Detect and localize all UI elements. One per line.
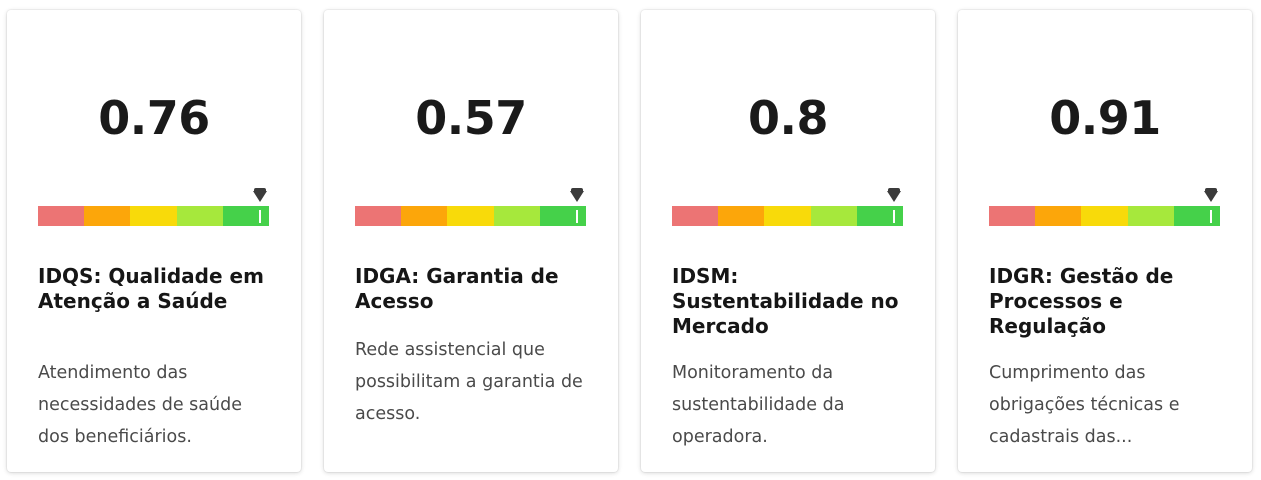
gauge-segment-yellow: [447, 206, 494, 226]
gauge-tick-marker: [893, 210, 895, 223]
gauge-segment-orange: [401, 206, 448, 226]
gauge-bar: [355, 206, 587, 226]
gauge-segment-orange: [1035, 206, 1082, 226]
indicator-card-idsm[interactable]: 0.8 IDSM: Sustentabilidade no Mercado Mo…: [641, 10, 935, 472]
card-title: IDGR: Gestão de Processos e Regulação: [989, 264, 1174, 338]
card-description: Rede assistencial que possibilitam a gar…: [355, 340, 583, 424]
score-value: 0.57: [415, 91, 527, 145]
gauge-segment-lightgreen: [1127, 206, 1174, 226]
gauge-segment-yellow: [130, 206, 177, 226]
gauge-bar: [989, 206, 1221, 226]
score-gauge: [672, 180, 904, 228]
triangle-down-icon: [1204, 188, 1218, 202]
gauge-segment-lightgreen: [493, 206, 540, 226]
gauge-segment-green: [1173, 206, 1221, 226]
indicator-card-idqs[interactable]: 0.76 IDQS: Qualidade em Atenção a Saúde …: [7, 10, 301, 472]
score-value: 0.91: [1049, 91, 1161, 145]
score-value: 0.8: [748, 91, 829, 145]
gauge-tick-marker: [1210, 210, 1212, 223]
gauge-bar: [672, 206, 904, 226]
score-value: 0.76: [98, 91, 210, 145]
gauge-segment-orange: [84, 206, 131, 226]
gauge-segment-red: [672, 206, 719, 226]
gauge-segment-lightgreen: [810, 206, 857, 226]
card-title: IDSM: Sustentabilidade no Mercado: [672, 264, 899, 338]
gauge-tick-marker: [576, 210, 578, 223]
gauge-segment-yellow: [1081, 206, 1128, 226]
card-title: IDGA: Garantia de Acesso: [355, 264, 559, 313]
gauge-segment-green: [856, 206, 904, 226]
indicator-card-idgr[interactable]: 0.91 IDGR: Gestão de Processos e Regulaç…: [958, 10, 1252, 472]
gauge-tick-marker: [259, 210, 261, 223]
indicator-card-idga[interactable]: 0.57 IDGA: Garantia de Acesso Rede assis…: [324, 10, 618, 472]
gauge-segment-lightgreen: [176, 206, 223, 226]
triangle-down-icon: [887, 188, 901, 202]
gauge-segment-green: [539, 206, 587, 226]
card-description: Atendimento das necessidades de saúde do…: [38, 363, 242, 447]
triangle-down-icon: [253, 188, 267, 202]
card-title: IDQS: Qualidade em Atenção a Saúde: [38, 264, 264, 313]
gauge-segment-red: [989, 206, 1036, 226]
card-description: Cumprimento das obrigações técnicas e ca…: [989, 363, 1180, 447]
gauge-segment-orange: [718, 206, 765, 226]
gauge-segment-yellow: [764, 206, 811, 226]
card-description: Monitoramento da sustentabilidade da ope…: [672, 363, 845, 447]
gauge-segment-red: [38, 206, 85, 226]
score-gauge: [355, 180, 587, 228]
gauge-segment-green: [222, 206, 270, 226]
triangle-down-icon: [570, 188, 584, 202]
score-gauge: [38, 180, 270, 228]
gauge-bar: [38, 206, 270, 226]
score-gauge: [989, 180, 1221, 228]
gauge-segment-red: [355, 206, 402, 226]
